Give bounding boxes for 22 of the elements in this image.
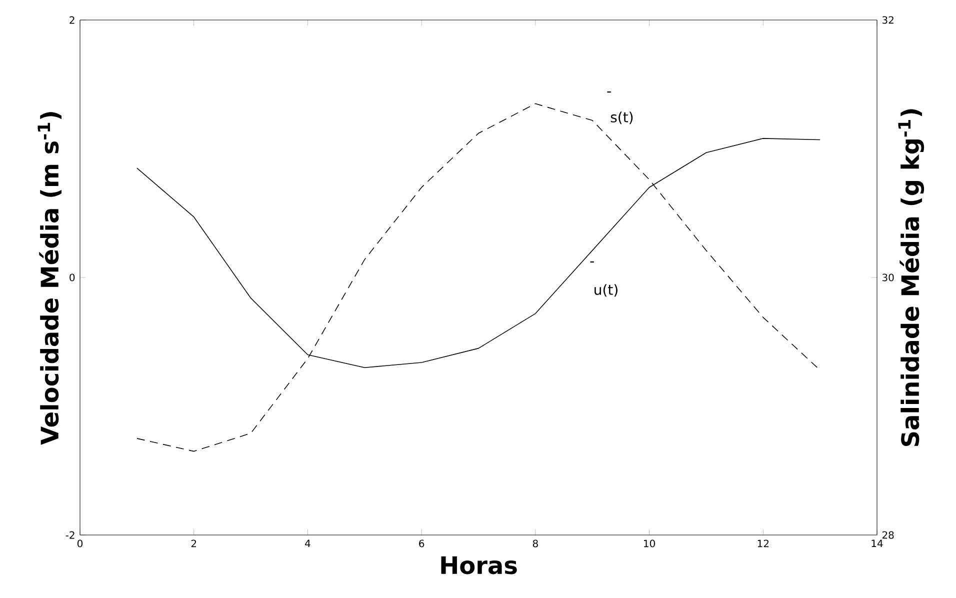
x-tick-label: 14 xyxy=(872,540,883,547)
y-axis-title: Velocidade Média (m s$^{-1}$) xyxy=(38,112,62,445)
y-tick-label: -2 xyxy=(66,531,74,539)
x-axis-title: Horas xyxy=(441,556,517,574)
x-tick-label: 12 xyxy=(758,540,768,548)
y2-tick-label: 28 xyxy=(882,531,894,539)
x-tick-label: 4 xyxy=(305,540,310,547)
line-series xyxy=(136,103,820,452)
x-tick-label: 8 xyxy=(532,540,538,548)
y-tick-label: 0 xyxy=(70,274,75,282)
annotation: - xyxy=(607,91,611,93)
y2-tick-label: 30 xyxy=(882,274,894,282)
annotation: u(t) xyxy=(594,284,618,297)
x-tick-label: 6 xyxy=(419,540,424,548)
x-tick-label: 0 xyxy=(77,540,83,548)
annotation: s(t) xyxy=(610,112,633,124)
x-tick-label: 10 xyxy=(644,540,655,548)
y2-tick-label: 32 xyxy=(882,16,894,24)
y-tick-label: 2 xyxy=(70,16,74,24)
annotation: - xyxy=(590,261,594,263)
x-tick-label: 2 xyxy=(191,540,196,548)
y2-axis-title: Salinidade Média (g kg$^{-1}$) xyxy=(898,109,924,446)
